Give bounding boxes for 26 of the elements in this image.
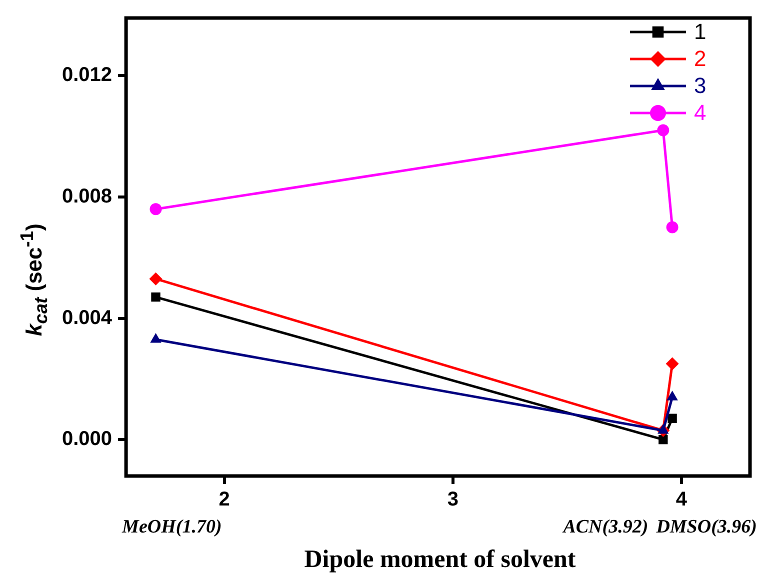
y-tick-label: 0.000 <box>62 428 112 450</box>
text: MeOH(1.70) <box>121 516 222 538</box>
x-tick-label: 4 <box>676 488 688 511</box>
y-tick-label: 0.012 <box>62 64 112 86</box>
x-axis-title: Dipole moment of solvent <box>303 546 577 574</box>
point <box>151 292 160 302</box>
text: ACN(3.92) <box>562 516 648 538</box>
text: DMSO(3.96) <box>655 516 757 538</box>
x-tick-label: 3 <box>447 488 458 511</box>
x-tick-label: 2 <box>218 488 230 511</box>
point <box>150 333 162 343</box>
point <box>668 414 677 423</box>
point <box>657 124 670 136</box>
point <box>150 203 162 216</box>
point <box>658 424 669 434</box>
legend-label: 2 <box>694 46 706 72</box>
point <box>149 272 162 286</box>
point <box>666 357 679 370</box>
legend-label: 1 <box>694 19 706 44</box>
y-tick-label: 0.008 <box>62 185 112 208</box>
point <box>666 390 678 400</box>
point <box>666 221 678 234</box>
point <box>658 435 668 444</box>
y-tick-label: 0.004 <box>62 306 113 329</box>
legend-label: 4 <box>694 100 706 126</box>
legend-label: 3 <box>694 73 706 98</box>
